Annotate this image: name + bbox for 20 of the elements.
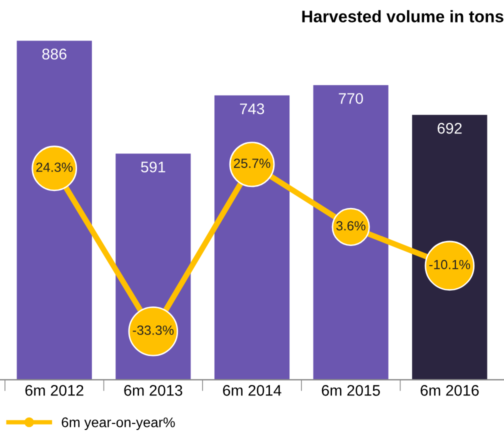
data-label: 3.6% xyxy=(336,221,366,230)
data-label: 770 xyxy=(338,93,363,104)
chart-title: Harvested volume in tons xyxy=(302,10,504,22)
x-tick-label: 6m 2013 xyxy=(124,385,182,396)
data-label: 886 xyxy=(42,48,66,60)
data-label: 25.7% xyxy=(234,158,270,168)
x-tick-label: 6m 2014 xyxy=(223,385,282,396)
x-tick-label: 6m 2012 xyxy=(25,385,84,396)
data-label: -10.1% xyxy=(429,260,470,270)
bar xyxy=(313,85,388,380)
bar xyxy=(16,40,92,380)
data-label: 591 xyxy=(141,162,166,172)
data-label: -33.3% xyxy=(132,326,174,335)
x-tick-label: 6m 2015 xyxy=(322,385,380,396)
x-tick-label: 6m 2016 xyxy=(420,385,479,396)
legend-label: 6m year-on-year% xyxy=(62,417,175,430)
bar xyxy=(214,95,290,380)
data-label: 24.3% xyxy=(36,162,73,172)
data-label: 692 xyxy=(438,122,462,134)
data-label: 743 xyxy=(240,103,264,114)
